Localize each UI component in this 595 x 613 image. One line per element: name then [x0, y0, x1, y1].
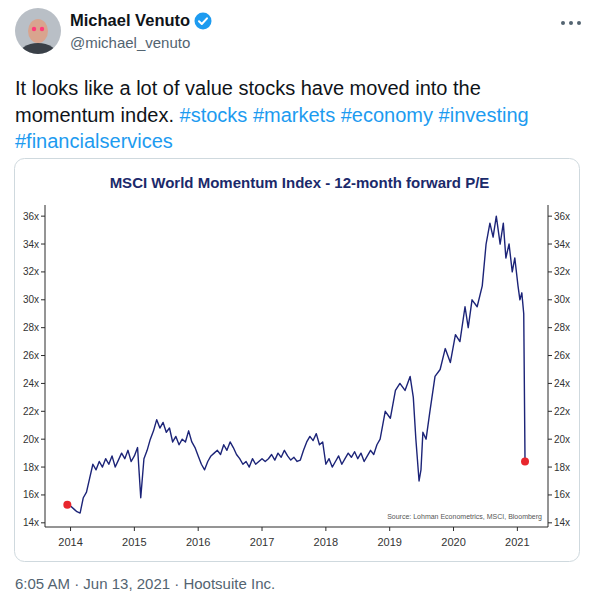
y-tick-label: 24x: [554, 378, 570, 389]
hashtag[interactable]: #investing: [439, 104, 529, 126]
hashtag[interactable]: #markets: [253, 104, 335, 126]
y-tick-label: 28x: [23, 322, 39, 333]
x-tick: [389, 527, 390, 531]
y-tick: [548, 439, 552, 440]
y-tick: [41, 244, 45, 245]
avatar-body: [18, 43, 58, 55]
x-tick: [134, 527, 135, 531]
y-tick-label: 14x: [554, 517, 570, 528]
x-tick-label: 2015: [122, 536, 146, 548]
y-tick: [548, 494, 552, 495]
tweet-text: It looks like a lot of value stocks have…: [15, 75, 581, 155]
y-tick: [41, 439, 45, 440]
y-tick-label: 16x: [23, 489, 39, 500]
y-tick: [548, 411, 552, 412]
y-tick-label: 30x: [554, 294, 570, 305]
chart: MSCI World Momentum Index - 12-month for…: [0, 0, 595, 566]
x-tick: [517, 527, 518, 531]
y-tick: [41, 327, 45, 328]
y-tick-label: 20x: [23, 434, 39, 445]
timestamp: 6:05 AM · Jun 13, 2021 · Hootsuite Inc.: [15, 575, 275, 592]
y-tick-label: 14x: [23, 517, 39, 528]
more-menu[interactable]: [560, 19, 582, 27]
y-tick: [548, 327, 552, 328]
y-tick: [548, 244, 552, 245]
y-tick: [41, 299, 45, 300]
y-tick-label: 26x: [554, 350, 570, 361]
avatar-face: [28, 19, 48, 43]
menu-dot: [569, 21, 573, 25]
y-tick: [548, 299, 552, 300]
y-tick: [548, 216, 552, 217]
y-tick-label: 34x: [554, 239, 570, 250]
hashtag[interactable]: #stocks: [180, 104, 248, 126]
y-tick-label: 16x: [554, 489, 570, 500]
source-note: Source: Lohman Econometrics, MSCI, Bloom…: [387, 513, 542, 521]
y-tick-label: 26x: [23, 350, 39, 361]
x-tick-label: 2014: [58, 536, 82, 548]
end-marker: [521, 457, 529, 465]
y-tick-label: 30x: [23, 294, 39, 305]
verified-badge: [194, 12, 212, 30]
avatar-eye: [40, 27, 44, 31]
badge-circle: [195, 12, 212, 29]
y-tick-label: 22x: [23, 406, 39, 417]
avatar-eye: [32, 27, 36, 31]
y-tick: [548, 355, 552, 356]
x-tick-label: 2016: [186, 536, 210, 548]
y-tick-label: 36x: [23, 211, 39, 222]
y-axis-right: [548, 205, 549, 527]
y-tick-label: 36x: [554, 211, 570, 222]
y-tick-label: 22x: [554, 406, 570, 417]
y-tick-label: 18x: [23, 462, 39, 473]
y-tick-label: 28x: [554, 322, 570, 333]
y-tick-label: 32x: [23, 266, 39, 277]
page: {"tweet": {"name": "Michael Venuto", "ha…: [0, 0, 595, 613]
menu-dot: [561, 21, 565, 25]
y-tick: [41, 522, 45, 523]
y-tick: [41, 355, 45, 356]
handle: @michael_venuto: [70, 34, 190, 51]
y-tick: [41, 271, 45, 272]
hashtag[interactable]: #financialservices: [15, 130, 173, 152]
y-tick: [548, 467, 552, 468]
y-tick: [548, 522, 552, 523]
hashtag[interactable]: #economy: [341, 104, 433, 126]
x-tick-label: 2019: [377, 536, 401, 548]
y-tick: [41, 467, 45, 468]
y-tick-label: 34x: [23, 239, 39, 250]
avatar-group: [14, 7, 62, 55]
y-tick: [41, 216, 45, 217]
x-tick-label: 2021: [505, 536, 529, 548]
y-tick: [41, 383, 45, 384]
menu-dot: [577, 21, 581, 25]
x-tick: [453, 527, 454, 531]
y-axis-left: [45, 205, 46, 527]
x-axis: [45, 527, 548, 528]
x-tick-label: 2017: [250, 536, 274, 548]
x-tick: [325, 527, 326, 531]
series-line: [67, 216, 525, 513]
x-tick: [262, 527, 263, 531]
y-tick: [41, 494, 45, 495]
x-tick: [198, 527, 199, 531]
x-tick: [70, 527, 71, 531]
plot-area: [63, 216, 529, 513]
x-tick-label: 2020: [441, 536, 465, 548]
y-tick: [548, 383, 552, 384]
display-name: Michael Venuto: [70, 11, 190, 30]
avatar: [14, 7, 62, 55]
chart-title: MSCI World Momentum Index - 12-month for…: [110, 174, 490, 191]
y-tick-label: 18x: [554, 462, 570, 473]
y-tick-label: 32x: [554, 266, 570, 277]
end-marker: [63, 501, 71, 509]
x-tick-label: 2018: [314, 536, 338, 548]
y-tick: [41, 411, 45, 412]
media-frame: [15, 159, 580, 562]
y-tick-label: 24x: [23, 378, 39, 389]
y-tick-label: 20x: [554, 434, 570, 445]
y-tick: [548, 271, 552, 272]
badge-check: [199, 18, 207, 24]
